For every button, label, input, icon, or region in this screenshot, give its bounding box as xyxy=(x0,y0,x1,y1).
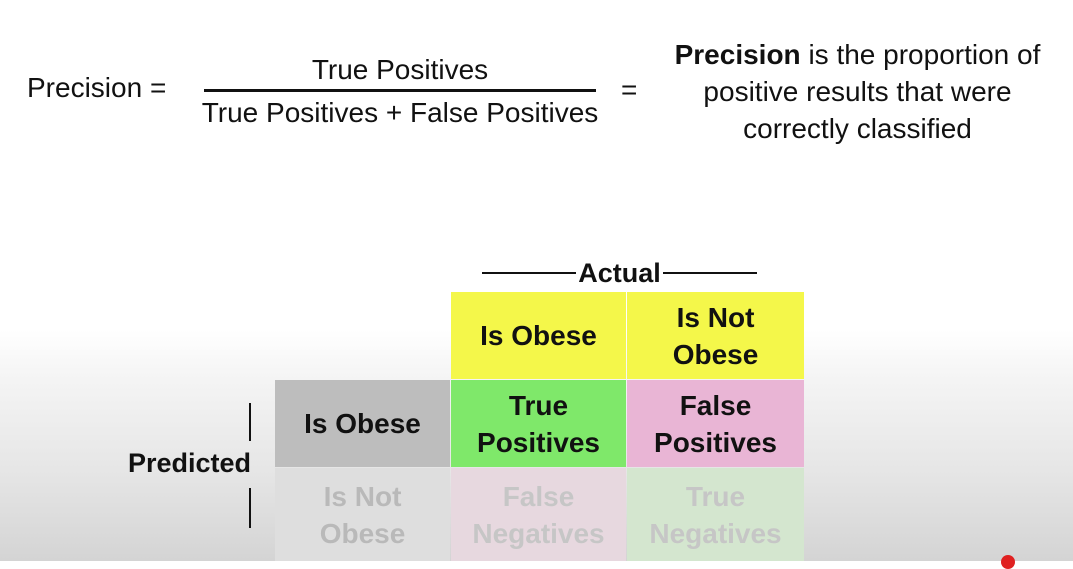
cell-true-positives-label: True Positives xyxy=(477,389,600,458)
formula-equals: = xyxy=(621,74,638,105)
actual-axis-header: Actual xyxy=(482,256,757,290)
row-header-is-obese: Is Obese xyxy=(275,380,450,467)
row-header-is-not-obese: Is Not Obese xyxy=(275,468,450,561)
precision-description: Precision is the proportion of positive … xyxy=(650,36,1065,147)
actual-line-left xyxy=(482,272,577,274)
column-header-is-not-obese-label: Is Not Obese xyxy=(672,301,759,370)
cell-false-negatives-label: False Negatives xyxy=(472,480,605,549)
actual-line-right xyxy=(662,272,757,274)
row-header-is-not-obese-label: Is Not Obese xyxy=(319,480,406,549)
actual-label: Actual xyxy=(578,257,661,288)
cell-true-positives: True Positives xyxy=(451,380,626,467)
fraction-bar xyxy=(204,89,596,92)
predicted-label: Predicted xyxy=(128,448,252,478)
precision-description-rest: is the proportion of positive results th… xyxy=(703,39,1041,144)
playhead-dot[interactable] xyxy=(1001,555,1015,569)
column-header-is-obese: Is Obese xyxy=(451,292,626,379)
formula-denominator: True Positives + False Positives xyxy=(201,97,599,128)
formula-lhs: Precision = xyxy=(27,72,167,103)
cell-false-positives-label: False Positives xyxy=(654,389,777,458)
cell-false-positives: False Positives xyxy=(627,380,804,467)
precision-description-bold: Precision xyxy=(674,39,801,70)
cell-true-negatives-label: True Negatives xyxy=(649,480,782,549)
predicted-line-bottom xyxy=(249,488,251,528)
formula-numerator: True Positives xyxy=(311,54,489,85)
cell-false-negatives: False Negatives xyxy=(451,468,626,561)
column-header-is-not-obese: Is Not Obese xyxy=(627,292,804,379)
cell-true-negatives: True Negatives xyxy=(627,468,804,561)
predicted-line-top xyxy=(249,403,251,441)
